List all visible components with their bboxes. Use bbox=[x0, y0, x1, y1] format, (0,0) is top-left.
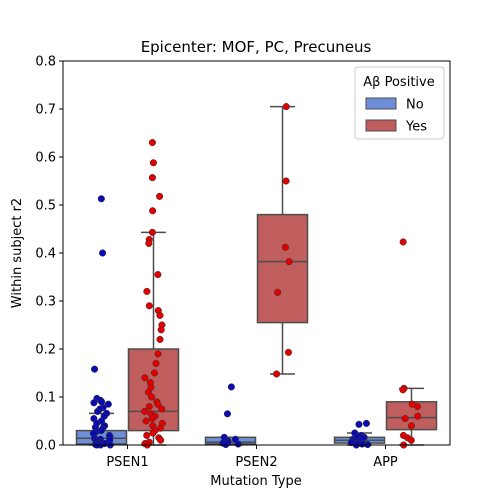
y-tick-label: 0.0 bbox=[35, 439, 56, 454]
data-point bbox=[234, 440, 242, 448]
data-point bbox=[91, 365, 99, 373]
y-tick-label: 0.4 bbox=[35, 247, 56, 262]
data-point bbox=[150, 369, 159, 377]
legend-title: Aβ Positive bbox=[363, 75, 434, 90]
data-point bbox=[355, 420, 363, 428]
x-axis: PSEN1 PSEN2 APP bbox=[106, 445, 398, 470]
x-axis-title: Mutation Type bbox=[210, 474, 301, 489]
data-point bbox=[399, 386, 407, 394]
data-point bbox=[157, 326, 165, 334]
data-point bbox=[148, 174, 156, 182]
data-point bbox=[149, 159, 157, 167]
data-point bbox=[272, 370, 281, 378]
data-point bbox=[145, 403, 153, 411]
data-point bbox=[156, 192, 164, 200]
data-point bbox=[148, 228, 156, 236]
data-point bbox=[142, 417, 150, 425]
x-tick-label: PSEN2 bbox=[235, 455, 277, 470]
y-axis: 0.0 0.1 0.2 0.3 0.4 0.5 0.6 0.7 0.8 bbox=[35, 55, 63, 454]
y-tick-label: 0.5 bbox=[35, 199, 56, 214]
legend-swatch bbox=[365, 119, 397, 132]
data-point bbox=[145, 302, 153, 310]
data-point bbox=[148, 139, 156, 147]
data-point bbox=[158, 405, 166, 413]
box-yes-app bbox=[385, 387, 438, 446]
data-point bbox=[399, 238, 407, 246]
data-point bbox=[414, 412, 422, 420]
data-point bbox=[143, 287, 151, 295]
data-point bbox=[156, 335, 164, 343]
data-point bbox=[284, 348, 292, 356]
y-tick-label: 0.7 bbox=[35, 103, 56, 118]
legend-swatch bbox=[365, 97, 397, 110]
data-point bbox=[223, 410, 231, 418]
data-point bbox=[90, 399, 98, 407]
data-point bbox=[407, 436, 415, 444]
legend-label: Yes bbox=[405, 120, 427, 135]
data-point bbox=[104, 400, 112, 408]
data-point bbox=[156, 311, 164, 319]
data-point bbox=[274, 288, 282, 296]
legend-entries: No Yes bbox=[365, 97, 427, 135]
x-tick-label: APP bbox=[373, 455, 398, 470]
data-point bbox=[157, 436, 165, 444]
legend: Aβ Positive No Yes bbox=[354, 66, 445, 140]
boxes-layer bbox=[75, 105, 438, 446]
data-point bbox=[141, 407, 149, 415]
data-point bbox=[285, 258, 293, 266]
data-point bbox=[145, 239, 153, 247]
data-point bbox=[362, 419, 370, 427]
box-body bbox=[256, 213, 309, 324]
data-point bbox=[154, 271, 162, 279]
data-point bbox=[97, 195, 105, 203]
data-point bbox=[149, 429, 157, 437]
data-point bbox=[148, 393, 156, 401]
data-point bbox=[154, 350, 162, 358]
data-point bbox=[143, 431, 151, 439]
box-yes-psen2 bbox=[256, 105, 309, 375]
legend-label: No bbox=[406, 98, 424, 113]
data-point bbox=[99, 249, 107, 257]
data-point bbox=[141, 374, 149, 382]
data-point bbox=[401, 415, 409, 423]
data-point bbox=[154, 400, 162, 408]
y-axis-title: Within subject r2 bbox=[10, 198, 25, 308]
data-point bbox=[413, 403, 422, 411]
data-point bbox=[94, 407, 102, 415]
y-tick-label: 0.1 bbox=[35, 391, 56, 406]
x-tick-label: PSEN1 bbox=[106, 455, 148, 470]
data-point bbox=[227, 383, 235, 391]
data-point bbox=[282, 103, 290, 111]
data-point bbox=[149, 207, 157, 215]
y-tick-label: 0.2 bbox=[35, 343, 56, 358]
y-tick-label: 0.3 bbox=[35, 295, 56, 310]
data-point bbox=[281, 243, 289, 251]
chart-title: Epicenter: MOF, PC, Precuneus bbox=[141, 38, 372, 56]
y-tick-label: 0.6 bbox=[35, 151, 56, 166]
y-tick-label: 0.8 bbox=[35, 55, 56, 70]
data-point bbox=[407, 422, 415, 430]
data-point bbox=[148, 415, 156, 423]
data-point bbox=[152, 359, 160, 367]
data-point bbox=[282, 177, 290, 185]
